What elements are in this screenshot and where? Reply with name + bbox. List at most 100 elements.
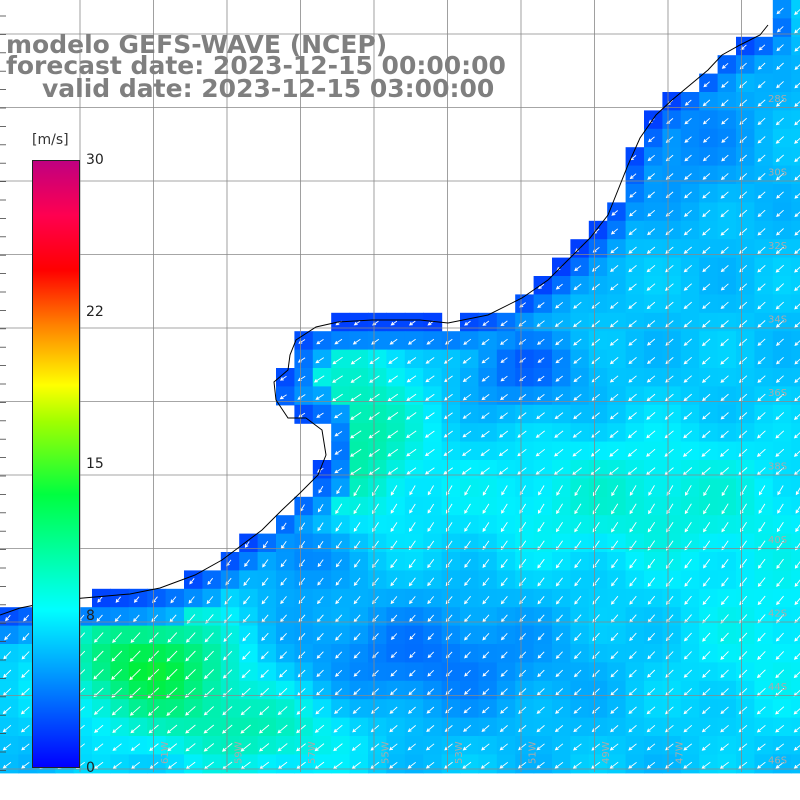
latitude-label: 40S bbox=[768, 535, 787, 546]
wind-arrow bbox=[464, 596, 471, 605]
wind-arrow bbox=[683, 338, 692, 346]
wind-arrow bbox=[702, 412, 711, 420]
wind-arrow bbox=[682, 448, 693, 457]
wind-arrow bbox=[611, 577, 619, 587]
wind-cell bbox=[791, 717, 800, 737]
wind-arrow bbox=[701, 761, 711, 769]
wind-arrow bbox=[536, 706, 545, 714]
wind-arrow bbox=[592, 651, 600, 660]
wind-cell bbox=[662, 294, 682, 314]
wind-arrow bbox=[390, 596, 398, 605]
wind-arrow bbox=[259, 706, 270, 716]
wind-arrow bbox=[720, 356, 729, 365]
wind-arrow bbox=[332, 375, 343, 383]
wind-arrow bbox=[166, 724, 178, 734]
wind-arrow bbox=[794, 27, 800, 34]
wind-arrow bbox=[757, 191, 766, 199]
wind-arrow bbox=[683, 632, 692, 642]
wind-arrow bbox=[721, 81, 729, 88]
wind-arrow bbox=[554, 448, 564, 457]
wind-arrow bbox=[407, 725, 416, 733]
wind-cell bbox=[791, 736, 800, 755]
wind-arrow bbox=[646, 448, 656, 457]
wind-arrow bbox=[555, 577, 563, 587]
wind-arrow bbox=[482, 522, 490, 532]
wind-arrow bbox=[793, 450, 800, 457]
wind-arrow bbox=[94, 724, 104, 733]
wind-cell bbox=[791, 36, 800, 56]
wind-cell bbox=[699, 515, 719, 535]
wind-arrow bbox=[720, 724, 729, 733]
wind-arrow bbox=[260, 651, 269, 660]
wind-arrow bbox=[409, 633, 416, 640]
wind-arrow bbox=[793, 763, 800, 769]
wind-arrow bbox=[517, 467, 527, 475]
wind-cell bbox=[791, 128, 800, 148]
wind-arrow bbox=[93, 650, 104, 662]
wind-arrow bbox=[296, 706, 306, 715]
wind-arrow bbox=[775, 154, 785, 163]
wind-arrow bbox=[464, 577, 471, 587]
wind-cell bbox=[736, 257, 755, 277]
wind-arrow bbox=[500, 688, 508, 696]
longitude-label: 61W bbox=[160, 741, 171, 764]
wind-arrow bbox=[427, 559, 435, 569]
wind-arrow bbox=[369, 357, 380, 365]
wind-arrow bbox=[702, 228, 711, 236]
wind-arrow bbox=[261, 596, 269, 605]
wind-arrow bbox=[464, 651, 471, 659]
wind-arrow bbox=[335, 577, 343, 586]
wind-arrow bbox=[647, 632, 656, 642]
wind-arrow bbox=[629, 558, 637, 569]
wind-arrow bbox=[758, 522, 766, 533]
wind-arrow bbox=[777, 503, 784, 514]
wind-cell bbox=[791, 331, 800, 351]
wind-arrow bbox=[794, 597, 800, 606]
wind-arrow bbox=[258, 724, 270, 734]
wind-arrow bbox=[408, 577, 416, 587]
wind-arrow bbox=[350, 375, 362, 383]
wind-arrow bbox=[721, 559, 729, 569]
longitude-label: 53W bbox=[454, 741, 465, 764]
wind-cell bbox=[570, 312, 590, 332]
wind-cell bbox=[680, 92, 700, 111]
wind-arrow bbox=[240, 724, 251, 734]
wind-arrow bbox=[554, 430, 564, 438]
wind-arrow bbox=[776, 595, 784, 606]
wind-arrow bbox=[646, 375, 656, 383]
wind-arrow bbox=[387, 448, 399, 457]
wind-arrow bbox=[203, 669, 215, 680]
wind-cell bbox=[386, 644, 406, 663]
wind-arrow bbox=[390, 503, 398, 514]
wind-arrow bbox=[683, 724, 693, 733]
wind-arrow bbox=[758, 503, 766, 514]
wind-arrow bbox=[646, 724, 656, 733]
wind-arrow bbox=[702, 154, 711, 162]
wind-arrow bbox=[463, 338, 472, 345]
wind-arrow bbox=[517, 448, 527, 457]
wind-arrow bbox=[719, 761, 729, 769]
wind-arrow bbox=[316, 412, 324, 418]
wind-arrow bbox=[406, 375, 417, 383]
wind-arrow bbox=[462, 761, 472, 769]
wind-cell bbox=[791, 368, 800, 387]
wind-arrow bbox=[775, 430, 785, 439]
wind-arrow bbox=[461, 467, 472, 475]
wind-arrow bbox=[443, 412, 453, 420]
wind-arrow bbox=[684, 154, 692, 162]
wind-arrow bbox=[133, 596, 140, 603]
wind-arrow bbox=[536, 394, 545, 401]
wind-arrow bbox=[794, 579, 800, 587]
wind-arrow bbox=[206, 596, 214, 605]
wind-arrow bbox=[21, 669, 30, 678]
wind-arrow bbox=[775, 117, 784, 126]
longitude-labels: 61W 59W 57W 55W 53W 51W 49W 47W bbox=[160, 741, 686, 764]
wind-arrow bbox=[537, 522, 545, 533]
wind-cell bbox=[791, 680, 800, 700]
wind-cell bbox=[736, 423, 755, 443]
longitude-label: 47W bbox=[675, 741, 686, 764]
wind-arrow bbox=[352, 724, 361, 733]
wind-arrow bbox=[500, 338, 508, 345]
wind-arrow bbox=[350, 412, 362, 420]
wind-arrow bbox=[775, 338, 784, 346]
